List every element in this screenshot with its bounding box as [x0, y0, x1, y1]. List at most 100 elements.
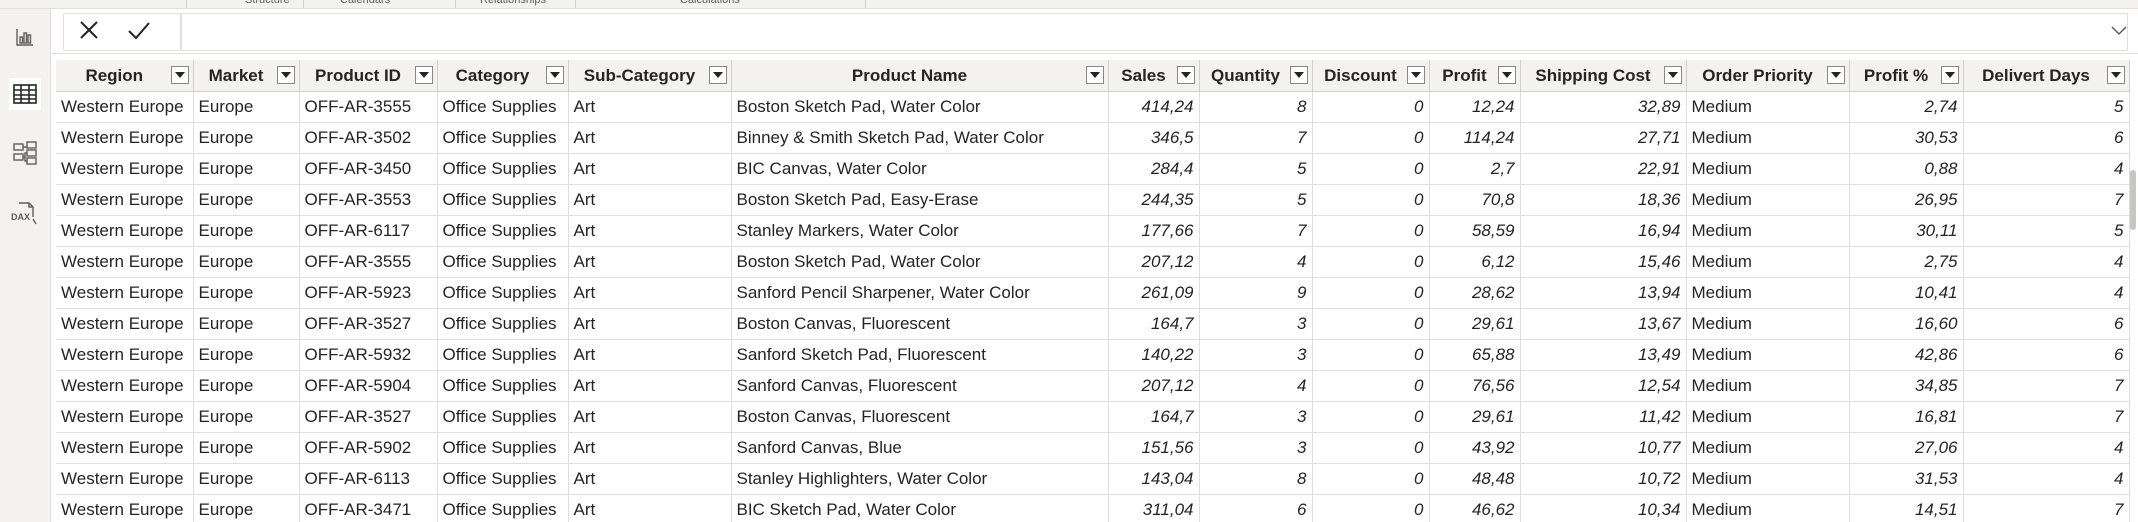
cell-product-name[interactable]: BIC Sketch Pad, Water Color: [731, 494, 1109, 522]
column-header-sales[interactable]: Sales: [1108, 60, 1200, 92]
cell-category[interactable]: Office Supplies: [437, 494, 569, 522]
cell-sub-category[interactable]: Art: [568, 246, 732, 278]
table-row[interactable]: Western Europe Europe OFF-AR-3527 Office Su…: [56, 308, 2130, 340]
cell-sales[interactable]: 311,04: [1108, 494, 1200, 522]
cell-product-name[interactable]: Boston Sketch Pad, Easy-Erase: [731, 184, 1109, 216]
cell-sales[interactable]: 261,09: [1108, 277, 1200, 309]
cell-category[interactable]: Office Supplies: [437, 91, 569, 123]
cell-profit-pct[interactable]: 16,60: [1849, 308, 1964, 340]
cancel-button[interactable]: [64, 14, 114, 50]
cell-profit-pct[interactable]: 0,88: [1849, 153, 1964, 185]
cell-profit[interactable]: 28,62: [1429, 277, 1521, 309]
cell-market[interactable]: Europe: [193, 277, 300, 309]
cell-delivert-days[interactable]: 6: [1963, 339, 2130, 371]
cell-shipping-cost[interactable]: 13,94: [1520, 277, 1687, 309]
cell-quantity[interactable]: 3: [1199, 339, 1313, 371]
cell-market[interactable]: Europe: [193, 401, 300, 433]
column-filter-button[interactable]: [1497, 66, 1516, 84]
cell-sales[interactable]: 244,35: [1108, 184, 1200, 216]
cell-delivert-days[interactable]: 5: [1963, 215, 2130, 247]
column-filter-button[interactable]: [1940, 66, 1959, 84]
cell-discount[interactable]: 0: [1312, 401, 1430, 433]
cell-order-priority[interactable]: Medium: [1686, 277, 1850, 309]
cell-delivert-days[interactable]: 4: [1963, 153, 2130, 185]
cell-quantity[interactable]: 5: [1199, 153, 1313, 185]
cell-region[interactable]: Western Europe: [56, 308, 194, 340]
cell-profit[interactable]: 65,88: [1429, 339, 1521, 371]
column-header-delivert-days[interactable]: Delivert Days: [1963, 60, 2130, 92]
cell-category[interactable]: Office Supplies: [437, 463, 569, 495]
cell-region[interactable]: Western Europe: [56, 463, 194, 495]
table-row[interactable]: Western Europe Europe OFF-AR-3502 Office Su…: [56, 122, 2130, 154]
cell-order-priority[interactable]: Medium: [1686, 401, 1850, 433]
cell-category[interactable]: Office Supplies: [437, 308, 569, 340]
dax-query-view-button[interactable]: DAX: [9, 197, 41, 229]
cell-market[interactable]: Europe: [193, 463, 300, 495]
formula-input[interactable]: [181, 13, 2128, 51]
cell-product-name[interactable]: Boston Sketch Pad, Water Color: [731, 91, 1109, 123]
cell-region[interactable]: Western Europe: [56, 184, 194, 216]
cell-profit-pct[interactable]: 30,53: [1849, 122, 1964, 154]
cell-sales[interactable]: 284,4: [1108, 153, 1200, 185]
cell-region[interactable]: Western Europe: [56, 153, 194, 185]
cell-market[interactable]: Europe: [193, 339, 300, 371]
cell-profit-pct[interactable]: 14,51: [1849, 494, 1964, 522]
cell-profit[interactable]: 43,92: [1429, 432, 1521, 464]
table-row[interactable]: Western Europe Europe OFF-AR-5904 Office Su…: [56, 370, 2130, 402]
cell-delivert-days[interactable]: 5: [1963, 91, 2130, 123]
cell-sales[interactable]: 140,22: [1108, 339, 1200, 371]
cell-order-priority[interactable]: Medium: [1686, 370, 1850, 402]
cell-region[interactable]: Western Europe: [56, 494, 194, 522]
cell-shipping-cost[interactable]: 13,67: [1520, 308, 1687, 340]
cell-product-id[interactable]: OFF-AR-3502: [299, 122, 438, 154]
column-filter-button[interactable]: [1085, 66, 1104, 84]
cell-product-id[interactable]: OFF-AR-6113: [299, 463, 438, 495]
cell-sub-category[interactable]: Art: [568, 184, 732, 216]
cell-order-priority[interactable]: Medium: [1686, 246, 1850, 278]
cell-delivert-days[interactable]: 6: [1963, 122, 2130, 154]
cell-profit-pct[interactable]: 34,85: [1849, 370, 1964, 402]
column-filter-button[interactable]: [2106, 66, 2125, 84]
cell-product-id[interactable]: OFF-AR-3555: [299, 91, 438, 123]
vertical-scrollbar[interactable]: [2130, 170, 2136, 230]
cell-discount[interactable]: 0: [1312, 463, 1430, 495]
cell-product-id[interactable]: OFF-AR-5902: [299, 432, 438, 464]
column-filter-button[interactable]: [276, 66, 295, 84]
cell-profit[interactable]: 6,12: [1429, 246, 1521, 278]
cell-product-name[interactable]: BIC Canvas, Water Color: [731, 153, 1109, 185]
cell-shipping-cost[interactable]: 18,36: [1520, 184, 1687, 216]
cell-profit[interactable]: 12,24: [1429, 91, 1521, 123]
cell-profit[interactable]: 70,8: [1429, 184, 1521, 216]
cell-delivert-days[interactable]: 7: [1963, 184, 2130, 216]
cell-sub-category[interactable]: Art: [568, 401, 732, 433]
cell-profit-pct[interactable]: 30,11: [1849, 215, 1964, 247]
cell-sales[interactable]: 143,04: [1108, 463, 1200, 495]
cell-profit-pct[interactable]: 27,06: [1849, 432, 1964, 464]
cell-product-name[interactable]: Sanford Sketch Pad, Fluorescent: [731, 339, 1109, 371]
cell-category[interactable]: Office Supplies: [437, 370, 569, 402]
cell-market[interactable]: Europe: [193, 91, 300, 123]
cell-order-priority[interactable]: Medium: [1686, 153, 1850, 185]
cell-product-id[interactable]: OFF-AR-6117: [299, 215, 438, 247]
column-header-category[interactable]: Category: [437, 60, 569, 92]
cell-profit-pct[interactable]: 26,95: [1849, 184, 1964, 216]
cell-market[interactable]: Europe: [193, 184, 300, 216]
cell-discount[interactable]: 0: [1312, 432, 1430, 464]
cell-quantity[interactable]: 3: [1199, 432, 1313, 464]
cell-shipping-cost[interactable]: 13,49: [1520, 339, 1687, 371]
cell-sales[interactable]: 164,7: [1108, 401, 1200, 433]
cell-region[interactable]: Western Europe: [56, 432, 194, 464]
cell-profit-pct[interactable]: 31,53: [1849, 463, 1964, 495]
column-filter-button[interactable]: [1289, 66, 1308, 84]
cell-product-id[interactable]: OFF-AR-5932: [299, 339, 438, 371]
column-filter-button[interactable]: [414, 66, 433, 84]
cell-product-name[interactable]: Sanford Pencil Sharpener, Water Color: [731, 277, 1109, 309]
cell-delivert-days[interactable]: 4: [1963, 432, 2130, 464]
cell-order-priority[interactable]: Medium: [1686, 494, 1850, 522]
cell-category[interactable]: Office Supplies: [437, 215, 569, 247]
cell-delivert-days[interactable]: 4: [1963, 463, 2130, 495]
column-filter-button[interactable]: [545, 66, 564, 84]
cell-profit-pct[interactable]: 2,74: [1849, 91, 1964, 123]
cell-product-id[interactable]: OFF-AR-3527: [299, 401, 438, 433]
cell-sub-category[interactable]: Art: [568, 122, 732, 154]
